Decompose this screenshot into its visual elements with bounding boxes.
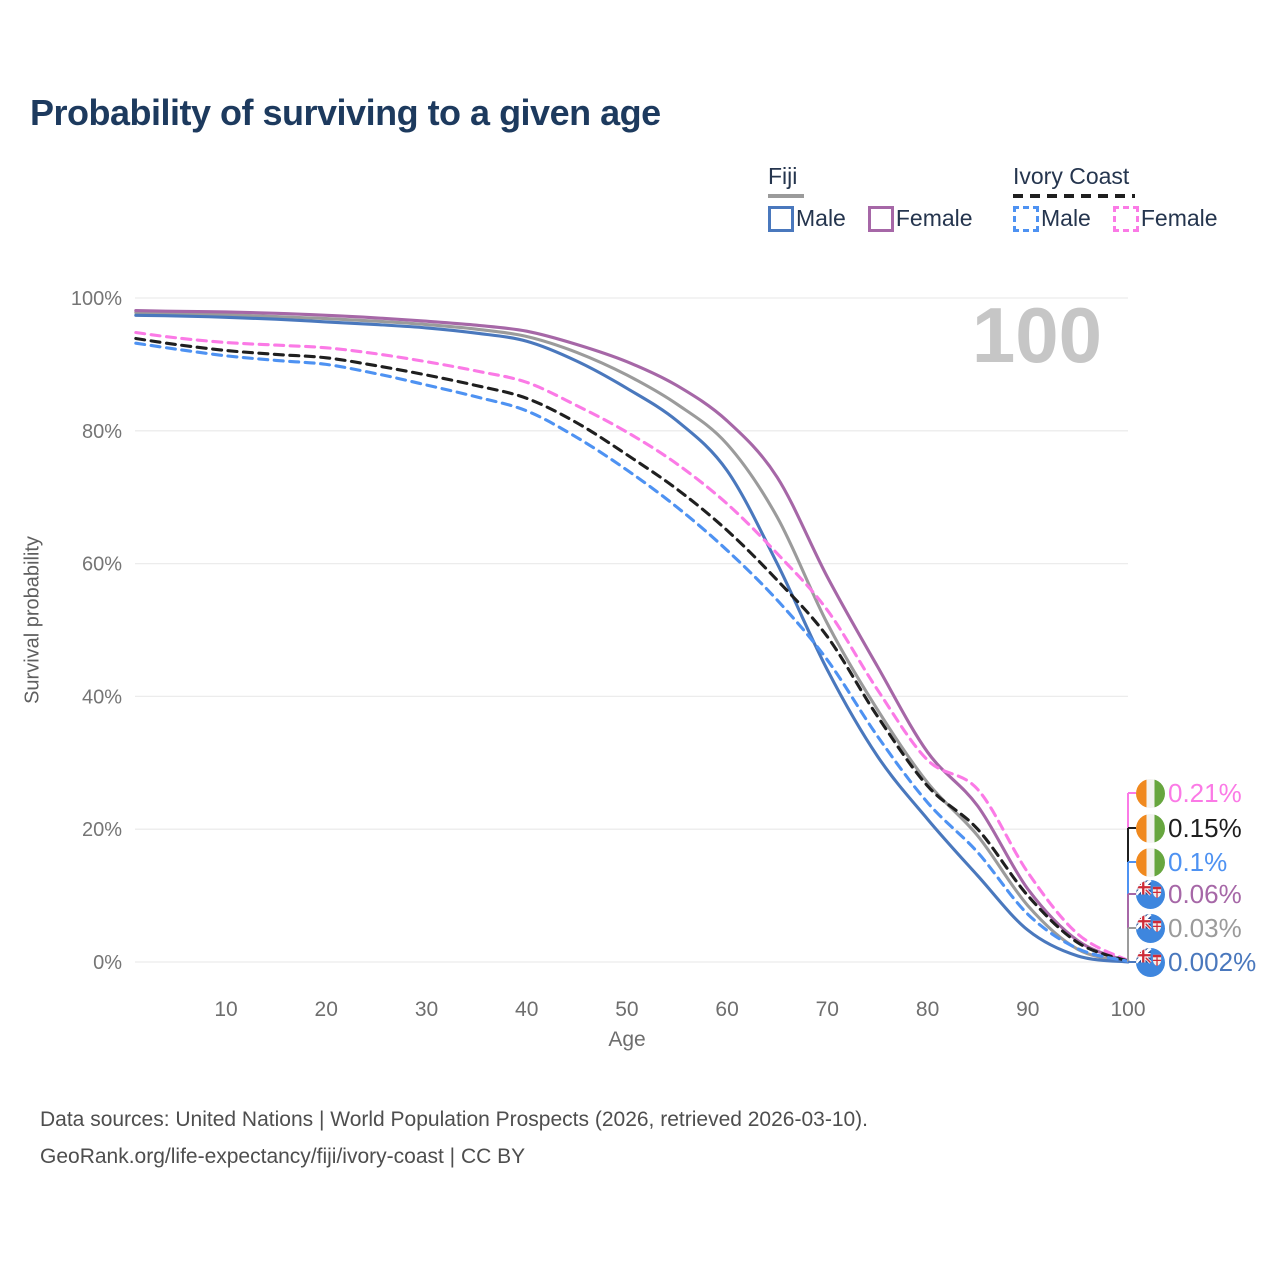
ivory-coast-female-swatch-icon[interactable] [1112,205,1139,232]
legend-item-ivory-coast-male[interactable]: Male [1013,205,1091,232]
end-label-ivory-coast-female: 0.21% [1136,778,1242,808]
fiji-flag-icon [1136,914,1165,943]
end-label-value: 0.06% [1168,878,1242,909]
y-tick-label: 0% [93,952,122,974]
x-tick-label: 20 [315,998,338,1021]
legend-label-ivory-coast-female: Female [1140,205,1218,231]
legend-header-ivory-coast[interactable]: Ivory Coast [1013,163,1130,189]
age-watermark: 100 [971,291,1102,379]
x-axis-ticks: 10 20 30 40 50 60 70 80 90 100 [214,998,1145,1021]
legend-linestyle-ivory-coast [1013,194,1135,198]
fiji-female-swatch-icon[interactable] [867,205,894,232]
y-tick-label: 100% [71,288,122,310]
end-label-value: 0.21% [1168,777,1242,808]
legend-item-fiji-male[interactable]: Male [768,205,846,232]
legend-header-fiji[interactable]: Fiji [768,163,798,189]
x-tick-label: 80 [916,998,939,1021]
x-tick-label: 30 [415,998,438,1021]
legend-label-ivory-coast-male: Male [1041,205,1091,231]
legend-item-ivory-coast-female[interactable]: Female [1112,205,1218,232]
end-label-ivory-coast-all: 0.15% [1136,813,1242,843]
x-axis-title: Age [608,1028,646,1051]
page-title: Probability of surviving to a given age [30,92,661,133]
y-axis-ticks: 100% 80% 60% 40% 20% 0% [71,288,122,974]
legend-label-fiji-male: Male [796,205,846,231]
legend-group-ivory-coast: Ivory Coast Male Female [1013,163,1218,232]
end-label-connectors [1127,792,1136,963]
y-tick-label: 60% [82,554,122,576]
y-tick-label: 20% [82,819,122,841]
x-tick-label: 40 [515,998,538,1021]
x-tick-label: 100 [1110,998,1145,1021]
x-tick-label: 70 [816,998,839,1021]
legend-item-fiji-female[interactable]: Female [867,205,973,232]
data-sources-text: Data sources: United Nations | World Pop… [40,1108,869,1131]
y-tick-label: 80% [82,421,122,443]
line-ic_female [134,330,1130,963]
survival-curves [134,309,1130,964]
attribution-text: GeoRank.org/life-expectancy/fiji/ivory-c… [40,1145,526,1168]
x-tick-label: 10 [214,998,237,1021]
line-ic_all [134,336,1130,963]
line-fiji_all [134,311,1130,964]
end-label-fiji-female: 0.06% [1136,879,1242,909]
end-label-ivory-coast-male: 0.1% [1136,847,1227,877]
line-ic_male [134,341,1130,963]
line-fiji_female [134,309,1130,964]
fiji-flag-icon [1136,880,1165,909]
end-label-fiji-male: 0.002% [1136,947,1256,977]
end-label-value: 0.1% [1168,846,1228,877]
gridlines [135,297,1128,963]
end-label-value: 0.15% [1168,812,1242,843]
fiji-flag-icon [1136,948,1165,977]
legend-label-fiji-female: Female [895,205,973,231]
x-tick-label: 60 [715,998,738,1021]
ivory-coast-flag-icon [1136,813,1165,843]
y-axis-title: Survival probability [21,536,44,704]
legend-group-fiji: Fiji Male Female [768,163,973,232]
x-tick-label: 50 [615,998,638,1021]
ivory-coast-flag-icon [1136,778,1165,808]
end-label-fiji-all: 0.03% [1136,913,1242,943]
legend-linestyle-fiji [768,194,804,198]
line-fiji_male [134,313,1130,964]
ivory-coast-male-swatch-icon[interactable] [1013,205,1039,232]
end-label-value: 0.03% [1168,912,1242,943]
ivory-coast-flag-icon [1136,847,1165,877]
end-label-value: 0.002% [1168,946,1257,977]
fiji-male-swatch-icon[interactable] [768,205,794,232]
y-tick-label: 40% [82,686,122,708]
x-tick-label: 90 [1016,998,1039,1021]
